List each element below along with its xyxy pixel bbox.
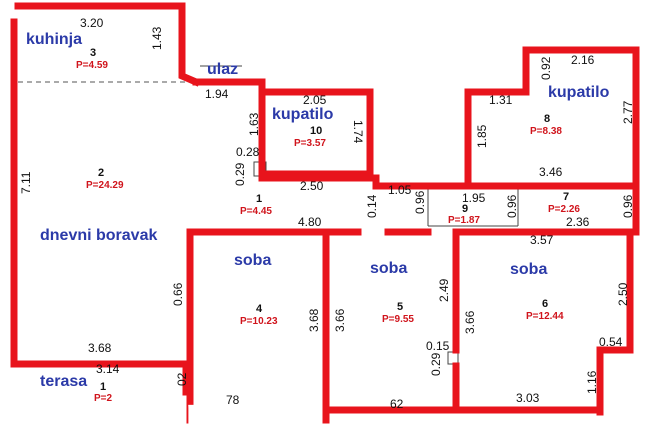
room-number-3: 3 bbox=[90, 47, 96, 59]
room-number-6: 6 bbox=[542, 298, 548, 310]
dim-label: 2.16 bbox=[571, 53, 595, 67]
dim-label: 3.03 bbox=[516, 391, 540, 405]
wall-bath10 bbox=[258, 78, 374, 178]
room-name-ulaz: ulaz bbox=[207, 61, 238, 78]
dim-label: 1.43 bbox=[150, 26, 164, 50]
room-area-8: P=8.38 bbox=[530, 126, 562, 137]
dim-label: 3.46 bbox=[539, 165, 563, 179]
dim-label: 78 bbox=[226, 393, 240, 407]
hall9-lines bbox=[427, 188, 519, 227]
room-number-10: 10 bbox=[310, 125, 322, 137]
wall-corridor-top bbox=[258, 174, 640, 190]
dim-label: 2.05 bbox=[303, 93, 327, 107]
room-area-4: P=10.23 bbox=[240, 316, 278, 327]
dim-label: 1.05 bbox=[388, 183, 412, 197]
room-area-terasa: P=2 bbox=[94, 393, 113, 404]
dim-label: 0.96 bbox=[413, 190, 427, 214]
dim-label: 1.74 bbox=[351, 120, 365, 144]
dim-label: 3.66 bbox=[333, 308, 347, 332]
room-name-soba6: soba bbox=[510, 261, 547, 278]
room-number-4: 4 bbox=[256, 303, 263, 315]
dim-label: 2.77 bbox=[621, 100, 635, 124]
watermark: nekretnine bbox=[30, 391, 232, 435]
dim-label: 0.96 bbox=[621, 194, 635, 218]
room-number-2: 2 bbox=[98, 167, 104, 179]
room-area-2: P=24.29 bbox=[86, 180, 124, 191]
wall-bath8 bbox=[464, 46, 640, 190]
dim-label: 1.16 bbox=[585, 370, 599, 394]
dim-label: 3.68 bbox=[307, 308, 321, 332]
dim-label: 1.63 bbox=[247, 112, 261, 136]
room-number-9: 9 bbox=[462, 203, 468, 215]
dim-label: 4.80 bbox=[298, 215, 322, 229]
dim-label: 3.68 bbox=[88, 341, 112, 355]
dim-label: 7.11 bbox=[19, 171, 33, 194]
dim-label: 1.95 bbox=[462, 191, 486, 205]
room-number-7: 7 bbox=[563, 191, 569, 203]
room-area-7: P=2.26 bbox=[548, 204, 580, 215]
dim-label: 2.50 bbox=[616, 282, 630, 306]
dim-label: 0.66 bbox=[171, 282, 185, 306]
dim-label: 0.29 bbox=[429, 352, 443, 376]
wall-soba6-right bbox=[596, 228, 634, 416]
room-number-8: 8 bbox=[544, 113, 550, 125]
room-area-3: P=4.59 bbox=[76, 60, 108, 71]
outer-wall-west bbox=[14, 2, 201, 87]
outer-wall-left bbox=[10, 18, 194, 368]
dim-label: 2.50 bbox=[300, 179, 324, 193]
wall-corridor-right bbox=[514, 182, 640, 236]
dim-label: 3.20 bbox=[80, 16, 104, 30]
dim-label: 1.31 bbox=[489, 93, 513, 107]
room-area-10: P=3.57 bbox=[294, 138, 326, 149]
dim-label: 0.28 bbox=[236, 145, 260, 159]
dim-label: 62 bbox=[390, 397, 404, 411]
room-name-kuhinja: kuhinja bbox=[26, 31, 82, 48]
room-name-soba5: soba bbox=[370, 260, 407, 277]
room-name-kupatilo8: kupatilo bbox=[548, 84, 610, 101]
room-name-terasa: terasa bbox=[40, 373, 87, 390]
room-name-dnevni: dnevni boravak bbox=[40, 227, 157, 244]
dim-label: 0.14 bbox=[365, 194, 379, 218]
room-name-kupatilo10: kupatilo bbox=[272, 106, 334, 123]
room-number-terasa: 1 bbox=[100, 381, 106, 393]
dim-label: 3.14 bbox=[96, 362, 120, 376]
dim-label: 2.36 bbox=[566, 215, 590, 229]
dim-label: 0.54 bbox=[599, 335, 623, 349]
dim-label: 0.96 bbox=[505, 194, 519, 218]
dim-label: 1.94 bbox=[205, 87, 229, 101]
dimension-labels: 3.20 1.43 1.94 7.11 1.63 0.28 0.29 2.05 … bbox=[19, 16, 635, 411]
dim-label: 0.15 bbox=[426, 339, 450, 353]
dim-label: 1.85 bbox=[475, 124, 489, 148]
dim-label: 2.49 bbox=[437, 278, 451, 302]
room-number-5: 5 bbox=[397, 301, 403, 313]
room-area-6: P=12.44 bbox=[526, 311, 564, 322]
room-name-soba4: soba bbox=[234, 252, 271, 269]
dim-label: 3.57 bbox=[530, 233, 554, 247]
door-mark-2 bbox=[447, 351, 459, 365]
dim-label: 0.29 bbox=[233, 162, 247, 186]
dim-label: 02 bbox=[175, 372, 189, 386]
dim-label: 3.66 bbox=[463, 310, 477, 334]
room-number-1: 1 bbox=[256, 193, 262, 205]
room-area-5: P=9.55 bbox=[382, 314, 414, 325]
room-area-9: P=1.87 bbox=[448, 215, 480, 226]
room-area-1: P=4.45 bbox=[240, 206, 272, 217]
dim-label: 0.92 bbox=[539, 56, 553, 80]
